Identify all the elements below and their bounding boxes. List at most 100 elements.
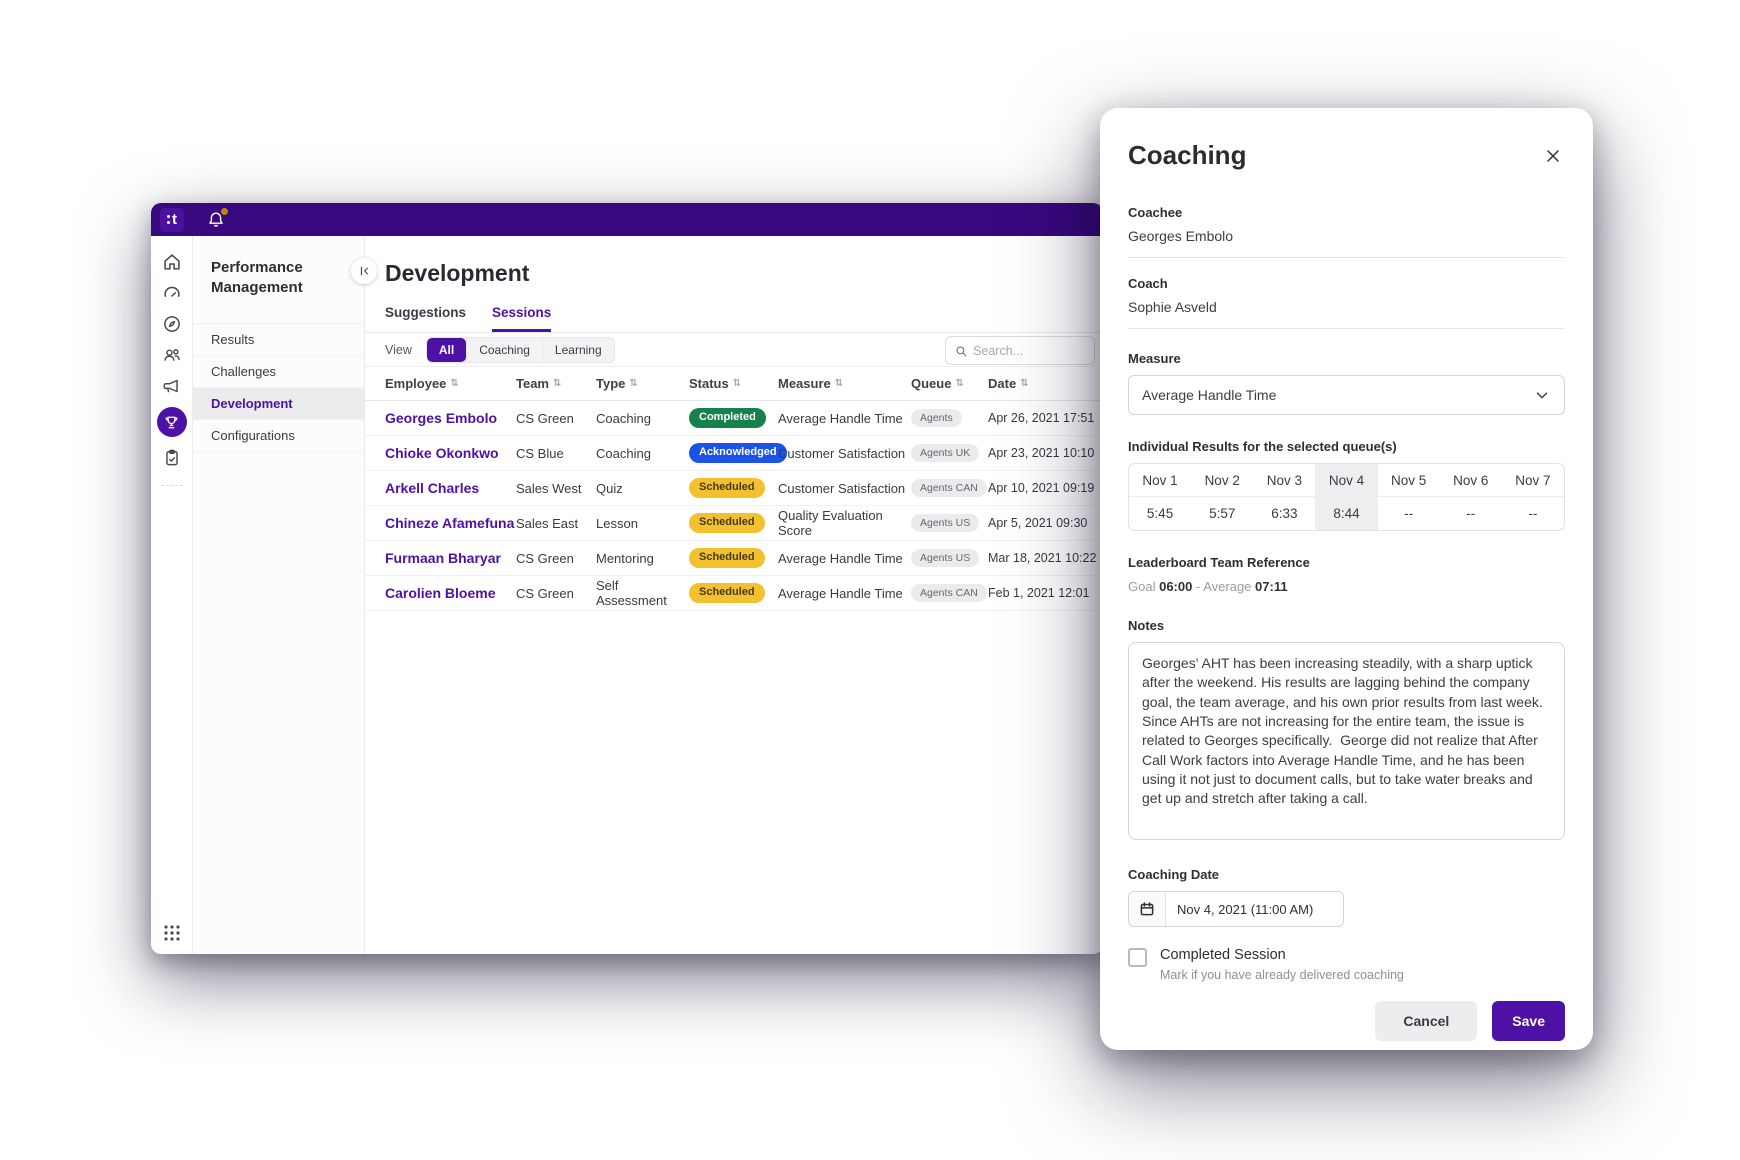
- calendar-icon[interactable]: [1129, 892, 1166, 926]
- logo-letter: t: [172, 211, 177, 228]
- employee-link[interactable]: Chioke Okonkwo: [385, 445, 499, 461]
- queue-cell: Agents US: [911, 514, 988, 532]
- coaching-date-field[interactable]: Nov 4, 2021 (11:00 AM): [1128, 891, 1344, 927]
- nav-item-results[interactable]: Results: [193, 324, 364, 356]
- nav-item-challenges[interactable]: Challenges: [193, 356, 364, 388]
- search-box[interactable]: [945, 336, 1095, 365]
- date-cell: Apr 10, 2021 09:19: [988, 481, 1095, 495]
- column-header-date[interactable]: Date ⇅: [988, 376, 1029, 391]
- performance-trophy-icon[interactable]: [156, 407, 187, 437]
- team-cell: Sales West: [516, 480, 582, 496]
- results-header-row: Nov 1 Nov 2 Nov 3 Nov 4 Nov 5 Nov 6 Nov …: [1129, 464, 1564, 497]
- app-logo[interactable]: t: [160, 207, 184, 232]
- sort-icon: ⇅: [553, 378, 562, 389]
- explore-compass-icon[interactable]: [160, 312, 184, 336]
- queue-cell: Agents CAN: [911, 479, 988, 497]
- table-row: Chioke Okonkwo CS Blue Coaching Acknowle…: [365, 436, 1103, 471]
- employee-link[interactable]: Carolien Bloeme: [385, 585, 496, 601]
- measure-select[interactable]: Average Handle Time: [1128, 375, 1565, 415]
- column-header-team[interactable]: Team ⇅: [516, 376, 562, 391]
- column-header-employee[interactable]: Employee ⇅: [385, 376, 459, 391]
- type-cell: Lesson: [596, 515, 638, 531]
- nav-item-development[interactable]: Development: [193, 387, 364, 420]
- status-badge: Scheduled: [689, 478, 765, 498]
- status-cell: Acknowledged: [689, 443, 787, 463]
- app-window: t: [151, 203, 1103, 954]
- date-cell: Mar 18, 2021 10:22: [988, 551, 1097, 565]
- sort-icon: ⇅: [629, 378, 638, 389]
- measure-selected-value: Average Handle Time: [1142, 387, 1277, 403]
- employee-link[interactable]: Furmaan Bharyar: [385, 550, 501, 566]
- dashboard-gauge-icon[interactable]: [160, 281, 184, 305]
- leaderboard-section: Leaderboard Team Reference Goal 06:00 - …: [1128, 555, 1565, 594]
- column-header-type[interactable]: Type ⇅: [596, 376, 638, 391]
- cancel-button[interactable]: Cancel: [1375, 1001, 1478, 1041]
- measure-cell: Average Handle Time: [778, 585, 903, 601]
- column-header-status[interactable]: Status ⇅: [689, 376, 742, 391]
- sort-icon: ⇅: [955, 378, 964, 389]
- tabs: Suggestions Sessions: [385, 305, 1103, 332]
- employee-link[interactable]: Chineze Afamefuna: [385, 515, 515, 531]
- queue-chip: Agents US: [911, 549, 980, 567]
- coachee-field: Coachee Georges Embolo: [1128, 205, 1565, 258]
- coaching-date-value[interactable]: Nov 4, 2021 (11:00 AM): [1177, 901, 1314, 917]
- announcements-megaphone-icon[interactable]: [160, 374, 184, 398]
- employee-link[interactable]: Arkell Charles: [385, 480, 480, 496]
- main-content: Development Suggestions Sessions View Al…: [365, 236, 1103, 954]
- column-header-measure[interactable]: Measure ⇅: [778, 376, 844, 391]
- tab-sessions[interactable]: Sessions: [492, 305, 552, 332]
- collapse-panel-button[interactable]: [351, 258, 377, 284]
- notes-textarea[interactable]: Georges' AHT has been increasing steadil…: [1128, 642, 1565, 840]
- filter-chip-all[interactable]: All: [426, 337, 467, 362]
- coach-label: Coach: [1128, 276, 1168, 291]
- column-header-queue[interactable]: Queue ⇅: [911, 376, 964, 391]
- notes-label: Notes: [1128, 618, 1165, 633]
- status-badge: Scheduled: [689, 548, 765, 568]
- date-cell: Apr 26, 2021 17:51: [988, 411, 1095, 425]
- measure-cell: Customer Satisfaction: [778, 480, 906, 496]
- close-icon[interactable]: [1541, 144, 1565, 168]
- employee-link[interactable]: Georges Embolo: [385, 410, 498, 426]
- search-icon: [956, 346, 967, 356]
- measure-cell: Average Handle Time: [778, 550, 903, 566]
- page-title: Development: [385, 260, 530, 286]
- individual-results-section: Individual Results for the selected queu…: [1128, 439, 1565, 531]
- results-day: Nov 1: [1129, 464, 1192, 497]
- notifications-bell-icon[interactable]: [206, 207, 228, 230]
- coachee-label: Coachee: [1128, 205, 1183, 220]
- evaluations-clipboard-icon[interactable]: [160, 446, 184, 470]
- filter-chip-coaching[interactable]: Coaching: [466, 337, 542, 362]
- sort-icon: ⇅: [732, 378, 742, 389]
- results-value: 5:57: [1209, 506, 1236, 521]
- filter-bar: View All Coaching Learning: [365, 332, 1103, 367]
- completed-session-label: Completed Session: [1160, 947, 1286, 963]
- search-input[interactable]: [973, 343, 1085, 358]
- tab-suggestions[interactable]: Suggestions: [385, 305, 467, 320]
- type-cell: Coaching: [596, 410, 651, 426]
- completed-session-hint: Mark if you have already delivered coach…: [1160, 968, 1404, 982]
- measure-label: Measure: [1128, 351, 1181, 366]
- table-row: Carolien Bloeme CS Green Self Assessment…: [365, 576, 1103, 611]
- type-cell: Mentoring: [596, 550, 654, 566]
- home-icon[interactable]: [160, 250, 184, 274]
- goal-value: 06:00: [1159, 579, 1193, 594]
- completed-session-row: Completed Session Mark if you have alrea…: [1128, 947, 1565, 982]
- status-cell: Scheduled: [689, 513, 778, 533]
- coachee-value: Georges Embolo: [1128, 228, 1234, 244]
- date-cell: Apr 5, 2021 09:30: [988, 516, 1088, 530]
- status-cell: Completed: [689, 408, 778, 428]
- coaching-modal: Coaching Coachee Georges Embolo Coach So…: [1100, 108, 1593, 1050]
- nav-item-configurations[interactable]: Configurations: [193, 420, 364, 452]
- results-day: Nov 7: [1501, 464, 1564, 497]
- apps-grid-icon[interactable]: [163, 924, 181, 942]
- date-cell: Feb 1, 2021 12:01: [988, 586, 1090, 600]
- status-cell: Scheduled: [689, 478, 778, 498]
- measure-cell: Quality Evaluation Score: [778, 508, 883, 538]
- completed-session-checkbox[interactable]: [1128, 948, 1147, 967]
- results-value-highlighted: 8:44: [1315, 497, 1378, 530]
- chevron-down-icon: [1536, 392, 1548, 399]
- filter-chip-learning[interactable]: Learning: [541, 337, 614, 362]
- save-button[interactable]: Save: [1492, 1001, 1565, 1041]
- teams-users-icon[interactable]: [160, 343, 184, 367]
